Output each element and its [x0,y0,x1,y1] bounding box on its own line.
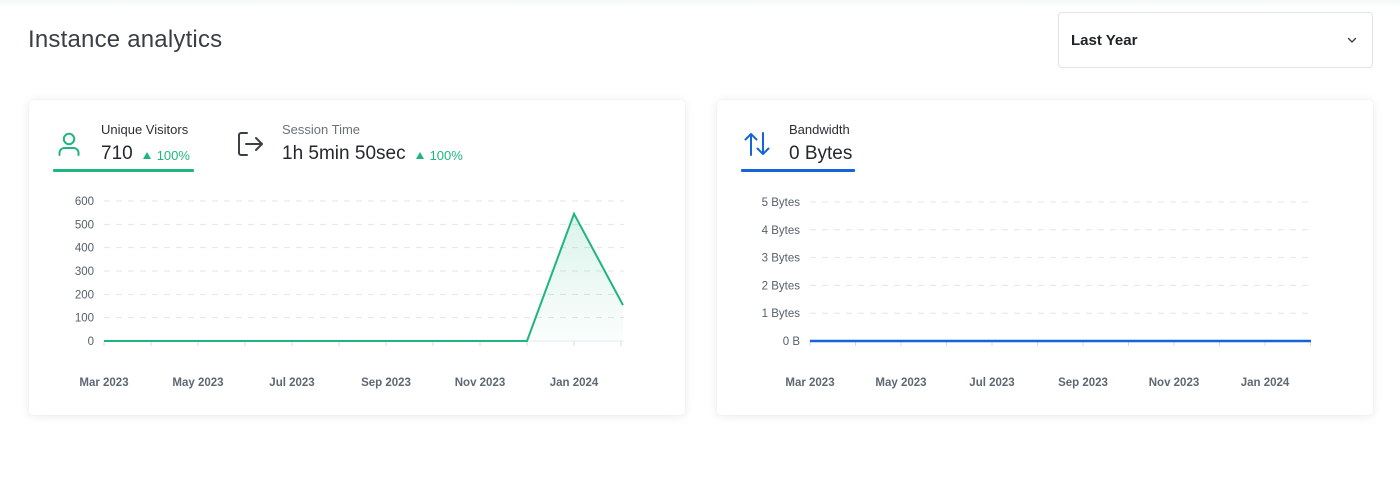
x-tick-label: Jul 2023 [969,377,1014,389]
change-badge: 100% [142,148,190,163]
y-tick-label: 4 Bytes [762,225,801,237]
series-line [104,211,624,342]
bandwidth-card: Bandwidth 0 Bytes 0 B 1 Bytes 2 Bytes 3 Byt… [717,100,1373,415]
change-badge: 100% [415,148,463,163]
active-tab-indicator [741,169,855,172]
y-tick-label: 0 B [783,336,801,348]
change-value: 100% [156,148,190,163]
y-tick-label: 600 [75,196,94,208]
visitors-card: Unique Visitors 710 100% Session Time 1h… [29,100,685,415]
metric-value: 1h 5min 50sec [282,143,406,164]
y-tick-label: 0 [88,336,94,348]
metric-name: Unique Visitors [101,122,189,137]
tab-session-time[interactable]: Session Time 1h 5min 50sec 100% [234,122,484,172]
top-shadow [0,0,1400,8]
y-tick-label: 100 [75,313,94,325]
x-tick-label: Jul 2023 [269,377,314,389]
x-tick-label: Nov 2023 [1149,377,1200,389]
page-title: Instance analytics [28,26,223,53]
x-tick-label: Sep 2023 [1058,377,1108,389]
period-select[interactable]: Last Year [1058,12,1373,68]
metric-name: Session Time [282,122,361,137]
visitors-chart: 0 100 200 300 400 500 600 Mar 2023 May 2023 Jul 2… [75,196,624,389]
x-tick-label: Sep 2023 [361,377,411,389]
user-icon [58,132,80,156]
metric-name: Bandwidth [789,122,850,137]
triangle-up-icon [415,152,424,159]
x-tick-label: Jan 2024 [550,377,599,389]
y-tick-label: 200 [75,289,94,301]
x-tick-label: Nov 2023 [455,377,506,389]
y-tick-label: 2 Bytes [762,280,801,292]
change-value: 100% [429,148,463,163]
bandwidth-chart: 0 B 1 Bytes 2 Bytes 3 Bytes 4 Bytes 5 Bytes Ma… [762,197,1311,389]
triangle-up-icon [142,152,151,159]
y-tick-label: 400 [75,243,94,255]
logout-icon [238,132,263,156]
y-tick-label: 300 [75,266,94,278]
y-tick-label: 500 [75,219,94,231]
x-tick-label: Mar 2023 [785,377,834,389]
y-tick-label: 1 Bytes [762,308,801,320]
period-select-value: Last Year [1071,31,1138,49]
active-tab-indicator [53,169,194,172]
metric-value: 710 [101,143,133,164]
metric-value: 0 Bytes [789,143,853,164]
x-tick-label: May 2023 [172,377,223,389]
y-tick-label: 3 Bytes [762,253,801,265]
chevron-down-icon [1347,37,1357,43]
x-tick-label: May 2023 [875,377,926,389]
series-area [104,213,623,341]
x-tick-label: Mar 2023 [79,377,128,389]
arrows-up-down-icon [744,132,770,156]
x-tick-label: Jan 2024 [1241,377,1290,389]
tab-bandwidth[interactable]: Bandwidth 0 Bytes [741,122,855,172]
y-tick-label: 5 Bytes [762,197,801,209]
tab-unique-visitors[interactable]: Unique Visitors 710 100% [53,122,194,172]
